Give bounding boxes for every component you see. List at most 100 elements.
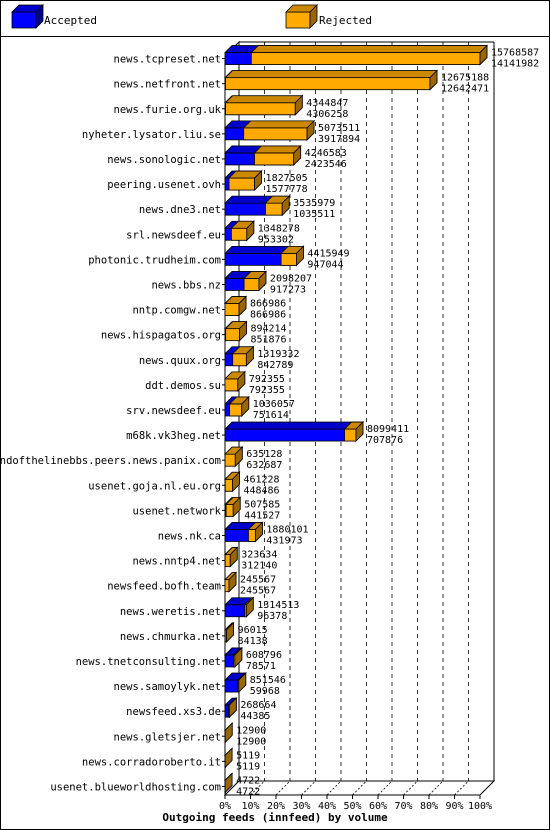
bar-accepted-top	[224, 421, 364, 430]
bar-accepted-front	[224, 428, 357, 442]
value-label-rejected: 917273	[270, 284, 306, 295]
bar-rejected-side	[224, 747, 233, 769]
value-label-rejected: 2423546	[305, 159, 347, 170]
bar-rejected-side	[429, 69, 438, 91]
grid-floor-line	[377, 780, 393, 796]
bar-rejected	[231, 345, 255, 367]
grid-floor-line	[479, 780, 495, 796]
grid-floor-line	[275, 780, 291, 796]
legend-swatch-accepted	[11, 4, 44, 29]
bar-rejected-front	[224, 378, 239, 392]
category-label: news.weretis.net	[120, 606, 221, 618]
value-label-accepted: 4722	[236, 775, 260, 786]
bar-rejected-side	[237, 370, 246, 392]
bar-rejected	[228, 170, 263, 192]
value-label-accepted: 507585	[244, 499, 280, 510]
value-label-accepted: 461228	[243, 474, 279, 485]
bar-rejected-side	[238, 672, 247, 694]
category-label: news.gletsjer.net	[114, 731, 221, 743]
value-label-accepted: 1827505	[266, 173, 308, 184]
value-label-rejected: 632687	[246, 460, 282, 471]
bar-rejected-top	[253, 145, 302, 154]
category-label: news.samoylyk.net	[114, 681, 221, 693]
accepted-swatch-box-front	[11, 11, 37, 29]
bar-rejected-side	[258, 270, 267, 292]
bar-rejected-front	[254, 152, 295, 166]
value-label-accepted: 1314513	[257, 600, 299, 611]
bar-rejected	[224, 94, 304, 116]
bar-rejected-top	[250, 45, 488, 53]
bar-rejected	[224, 295, 247, 317]
value-label-accepted: 5119	[236, 750, 260, 761]
bar-rejected	[224, 471, 241, 493]
category-label: usenet.goja.nl.eu.org	[88, 480, 221, 492]
grid-floor-line	[428, 780, 444, 796]
category-label: endofthelinebbs.peers.news.panix.com	[0, 455, 221, 467]
bar-rejected-side	[241, 395, 250, 417]
rejected-swatch-box-side	[309, 4, 318, 29]
bar-rejected-front	[243, 278, 260, 291]
bar-rejected-front	[248, 529, 256, 542]
bar-rejected-front	[230, 227, 248, 241]
bar-rejected	[224, 747, 234, 769]
value-label-rejected: 4306258	[306, 109, 348, 120]
category-label: news.dne3.net	[139, 204, 221, 216]
value-label-accepted: 268664	[240, 700, 276, 711]
bar-rejected-side	[281, 195, 290, 217]
bar-rejected	[243, 596, 255, 618]
bar-rejected-front	[344, 428, 357, 442]
bar-rejected-side	[293, 144, 302, 166]
x-tick-label: 70%	[394, 801, 412, 812]
bar-rejected-front	[224, 453, 236, 467]
x-tick-label: 10%	[241, 801, 259, 812]
category-label: news.hispagatos.org	[101, 330, 221, 342]
value-label-rejected: 707876	[367, 435, 403, 446]
bar-rejected-side	[238, 295, 247, 317]
category-label: usenet.blueworldhosting.com	[50, 781, 221, 793]
bar-rejected-side	[255, 521, 263, 543]
bar-rejected-front	[250, 52, 481, 65]
value-label-rejected: 751614	[253, 410, 289, 421]
bar-rejected-top	[224, 95, 304, 104]
value-label-accepted: 12900	[236, 725, 266, 736]
category-label: photonic.trudheim.com	[88, 254, 221, 266]
bar-rejected	[228, 395, 250, 417]
x-tick-label: 20%	[267, 801, 285, 812]
bar-rejected-side	[229, 546, 238, 568]
value-label-rejected: 4722	[236, 786, 260, 797]
value-label-rejected: 59968	[250, 686, 280, 697]
bar-rejected-side	[232, 471, 240, 493]
bar-rejected	[242, 119, 316, 141]
bar-rejected-side	[306, 119, 315, 141]
category-label: usenet.network	[132, 505, 221, 517]
category-label: ddt.demos.su	[145, 380, 221, 392]
bar-rejected-front	[243, 127, 308, 141]
bar-rejected-front	[224, 554, 231, 567]
bar-rejected-front	[232, 353, 247, 367]
value-label-rejected: 792355	[249, 385, 285, 396]
bar-rejected	[243, 270, 267, 292]
bar-rejected-side	[224, 772, 233, 794]
value-label-accepted: 1880101	[266, 524, 308, 535]
category-label: newsfeed.bofh.team	[107, 581, 221, 593]
bar-rejected-front	[225, 503, 234, 517]
bar-rejected	[224, 722, 234, 744]
bar-rejected-front	[225, 102, 296, 116]
bar-rejected-side	[245, 596, 254, 618]
bar-rejected	[232, 646, 243, 668]
bar-rejected-front	[225, 77, 431, 91]
value-label-rejected: 947044	[307, 259, 343, 270]
category-label: news.nk.ca	[158, 530, 221, 542]
bar-rejected	[230, 220, 255, 242]
value-label-accepted: 5073511	[318, 123, 360, 134]
value-label-rejected: 1035511	[293, 209, 335, 220]
value-label-rejected: 953302	[258, 234, 294, 245]
category-label: srv.newsdeef.eu	[126, 405, 221, 417]
category-label: nntp.comgw.net	[132, 305, 221, 317]
bar-rejected	[343, 421, 364, 443]
bar-accepted-front	[224, 604, 247, 618]
value-label-accepted: 1319332	[257, 349, 299, 360]
value-label-accepted: 245567	[240, 575, 276, 586]
grid-floor-line	[326, 780, 342, 796]
bar-rejected	[224, 772, 234, 794]
